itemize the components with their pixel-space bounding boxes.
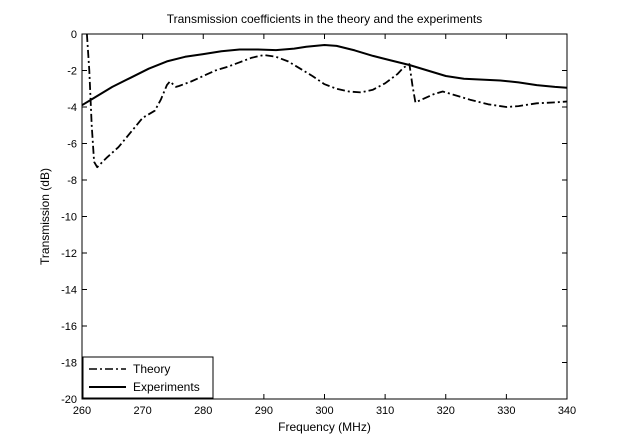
legend: Theory Experiments bbox=[82, 356, 214, 399]
series-layer bbox=[81, 33, 568, 169]
x-tick-label: 280 bbox=[194, 405, 212, 417]
y-tick-label: -18 bbox=[61, 358, 77, 370]
y-axis-label: Transmission (dB) bbox=[38, 168, 52, 265]
x-tick-label: 270 bbox=[133, 405, 151, 417]
y-tick-label: -12 bbox=[61, 248, 77, 260]
x-tick-label: 320 bbox=[437, 405, 455, 417]
x-axis-label: Frequency (MHz) bbox=[278, 420, 371, 434]
x-tick-label: 340 bbox=[558, 405, 576, 417]
y-tick-label: -4 bbox=[67, 102, 77, 114]
x-ticks: 260 270 280 290 300 310 320 330 340 bbox=[73, 34, 576, 417]
series-line-experiments bbox=[81, 44, 568, 107]
y-tick-label: -14 bbox=[61, 285, 77, 297]
y-tick-label: -8 bbox=[67, 175, 77, 187]
y-tick-label: -2 bbox=[67, 66, 77, 78]
y-ticks: 0 -2 -4 -6 -8 -10 -12 -14 -16 -18 -20 bbox=[61, 29, 567, 406]
y-tick-label: -10 bbox=[61, 212, 77, 224]
legend-label-theory: Theory bbox=[133, 362, 170, 376]
y-tick-label: 0 bbox=[71, 29, 77, 41]
x-tick-label: 290 bbox=[255, 405, 273, 417]
x-tick-label: 330 bbox=[497, 405, 515, 417]
legend-box bbox=[82, 356, 214, 399]
y-tick-label: -6 bbox=[67, 139, 77, 151]
y-tick-label: -16 bbox=[61, 321, 77, 333]
x-tick-label: 300 bbox=[315, 405, 333, 417]
y-tick-label: -20 bbox=[61, 394, 77, 406]
series-line-theory bbox=[86, 33, 568, 169]
chart-title: Transmission coefficients in the theory … bbox=[167, 12, 483, 26]
x-tick-label: 260 bbox=[73, 405, 91, 417]
legend-label-experiments: Experiments bbox=[133, 380, 200, 394]
plot-area bbox=[82, 34, 567, 399]
x-tick-label: 310 bbox=[376, 405, 394, 417]
